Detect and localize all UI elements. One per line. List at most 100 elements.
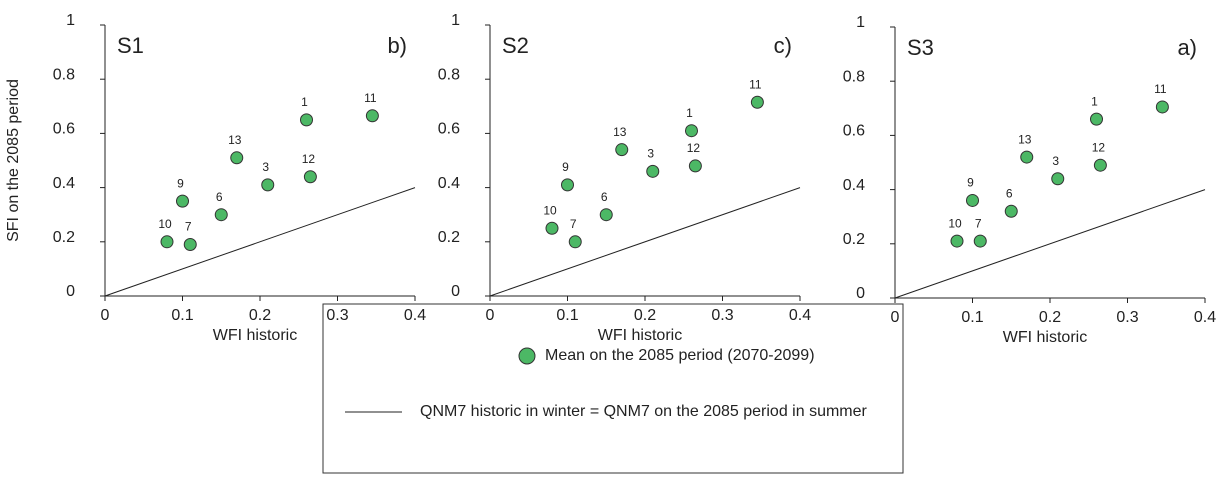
y-tick-label: 0.8 bbox=[53, 66, 75, 83]
x-tick-label: 0 bbox=[101, 307, 110, 324]
axes bbox=[489, 25, 800, 297]
y-tick-label: 0.4 bbox=[53, 175, 75, 192]
legend-marker bbox=[518, 347, 536, 365]
point bbox=[561, 178, 574, 192]
x-axis-label: WFI historic bbox=[213, 327, 297, 344]
point bbox=[214, 208, 228, 222]
x-axis-label: WFI historic bbox=[1003, 329, 1087, 346]
point bbox=[685, 124, 698, 138]
legend-marker-label: Mean on the 2085 period (2070-2099) bbox=[545, 347, 815, 364]
axes bbox=[894, 27, 1205, 299]
point-label: 9 bbox=[967, 176, 974, 190]
point bbox=[303, 170, 317, 184]
y-tick-label: 0 bbox=[66, 283, 75, 300]
point-label: 11 bbox=[749, 77, 762, 91]
point-label: 6 bbox=[216, 190, 223, 204]
point-label: 6 bbox=[601, 190, 608, 204]
panel-letter: c) bbox=[774, 33, 792, 58]
x-tick-label: 0.4 bbox=[1194, 309, 1216, 326]
x-tick-label: 0.4 bbox=[789, 307, 811, 324]
reference-line bbox=[489, 187, 801, 297]
y-tick-label: 0.2 bbox=[843, 231, 865, 248]
point-label: 13 bbox=[1018, 132, 1032, 146]
legend-box bbox=[322, 303, 904, 474]
x-tick-label: 0.1 bbox=[171, 307, 193, 324]
point bbox=[688, 159, 702, 173]
point bbox=[300, 113, 313, 127]
x-tick-label: 0.1 bbox=[961, 309, 983, 326]
point-label: 7 bbox=[975, 216, 982, 230]
point bbox=[750, 95, 764, 109]
x-tick-label: 0.2 bbox=[634, 307, 656, 324]
x-tick-label: 0.2 bbox=[1039, 309, 1061, 326]
panel-letter: a) bbox=[1177, 35, 1197, 60]
y-tick-label: 1 bbox=[451, 12, 460, 29]
y-tick-label: 0 bbox=[451, 283, 460, 300]
panel-letter: b) bbox=[387, 33, 407, 58]
y-tick-label: 0.4 bbox=[843, 177, 865, 194]
point-label: 12 bbox=[1092, 140, 1106, 154]
panel-label: S3 bbox=[907, 35, 934, 60]
x-tick-label: 0.3 bbox=[326, 307, 348, 324]
point bbox=[183, 238, 197, 252]
point bbox=[160, 235, 174, 249]
point bbox=[365, 109, 379, 123]
x-tick-label: 0.4 bbox=[404, 307, 426, 324]
point-label: 1 bbox=[1091, 94, 1098, 108]
point-label: 6 bbox=[1006, 186, 1013, 200]
point-label: 7 bbox=[570, 217, 577, 231]
point-label: 13 bbox=[613, 125, 627, 139]
point-label: 10 bbox=[158, 217, 172, 231]
point bbox=[176, 194, 189, 208]
legend-line-label: QNM7 historic in winter = QNM7 on the 20… bbox=[420, 403, 868, 420]
panel-label: S2 bbox=[502, 33, 529, 58]
point bbox=[973, 234, 987, 248]
point bbox=[1051, 172, 1065, 186]
reference-line bbox=[894, 189, 1206, 299]
y-tick-label: 0.2 bbox=[53, 229, 75, 246]
point bbox=[1155, 100, 1169, 114]
point-label: 12 bbox=[687, 141, 701, 155]
point-label: 7 bbox=[185, 220, 192, 234]
y-tick-label: 0.4 bbox=[438, 175, 460, 192]
point-label: 3 bbox=[262, 160, 269, 174]
point bbox=[950, 234, 964, 248]
y-tick-label: 0.8 bbox=[843, 68, 865, 85]
y-tick-label: 0.6 bbox=[438, 121, 460, 138]
y-tick-label: 0.6 bbox=[53, 121, 75, 138]
y-axis-label: SFI on the 2085 period bbox=[5, 79, 22, 242]
point-label: 11 bbox=[364, 91, 377, 105]
point-label: 13 bbox=[228, 133, 242, 147]
x-tick-label: 0.1 bbox=[556, 307, 578, 324]
point bbox=[599, 208, 613, 222]
x-tick-label: 0.3 bbox=[711, 307, 733, 324]
point bbox=[646, 164, 660, 178]
point-label: 3 bbox=[647, 147, 654, 161]
point-label: 10 bbox=[948, 216, 962, 230]
reference-line bbox=[104, 187, 416, 297]
panel-label: S1 bbox=[117, 33, 144, 58]
point-label: 12 bbox=[302, 152, 316, 166]
y-tick-label: 0.8 bbox=[438, 66, 460, 83]
point bbox=[230, 151, 244, 165]
point bbox=[1093, 158, 1107, 172]
point bbox=[1020, 150, 1034, 164]
point bbox=[1004, 204, 1018, 218]
y-tick-label: 0.6 bbox=[843, 123, 865, 140]
point bbox=[568, 235, 582, 249]
x-tick-label: 0.3 bbox=[1116, 309, 1138, 326]
y-tick-label: 0 bbox=[856, 285, 865, 302]
y-tick-label: 0.2 bbox=[438, 229, 460, 246]
point bbox=[545, 221, 559, 235]
point-label: 11 bbox=[1154, 82, 1167, 96]
point bbox=[615, 143, 629, 157]
point-label: 9 bbox=[562, 160, 569, 174]
x-tick-label: 0.2 bbox=[249, 307, 271, 324]
point bbox=[966, 193, 979, 207]
point-label: 3 bbox=[1052, 154, 1059, 168]
x-tick-label: 0 bbox=[891, 309, 900, 326]
point-label: 10 bbox=[543, 203, 557, 217]
point-label: 9 bbox=[177, 176, 184, 190]
